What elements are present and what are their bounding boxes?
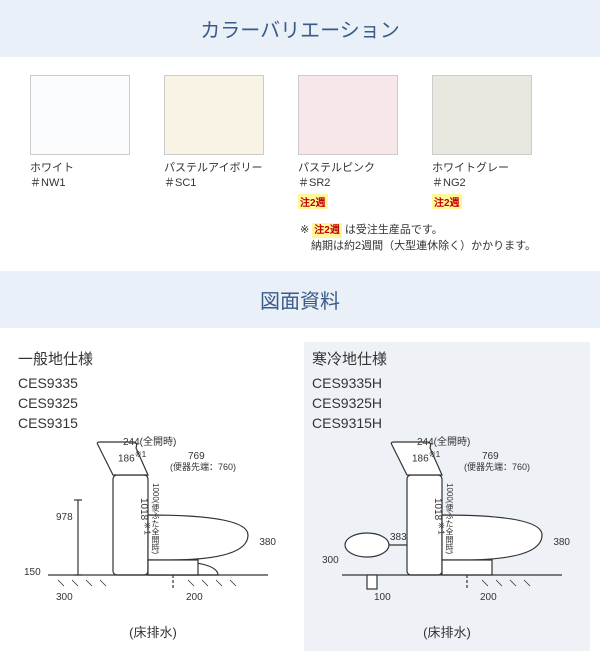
swatch-box-ivory: [164, 75, 264, 155]
swatch-name: ホワイトグレー: [432, 161, 542, 176]
dim-244: 244(全開時): [123, 438, 176, 448]
model-code: CES9325H: [312, 393, 582, 413]
model-code: CES9325: [18, 393, 288, 413]
legend-line1: は受注生産品です。: [342, 224, 443, 236]
model-code: CES9335H: [312, 373, 582, 393]
section-header-colors: カラーバリエーション: [0, 0, 600, 57]
drawing-general: 一般地仕様 CES9335 CES9325 CES9315: [10, 342, 296, 651]
dim-186: 186※1: [412, 450, 440, 464]
swatch-row: ホワイト ＃NW1 パステルアイボリー ＃SC1 パステルピンク ＃SR2 注2…: [0, 57, 600, 217]
swatch-name: パステルアイボリー: [164, 161, 274, 176]
swatch-box-white: [30, 75, 130, 155]
drawings-row: 一般地仕様 CES9335 CES9325 CES9315: [0, 328, 600, 661]
swatch-item: パステルアイボリー ＃SC1: [164, 75, 274, 192]
swatch-name: ホワイト: [30, 161, 140, 176]
dim-978: 978: [56, 513, 73, 523]
swatch-code: ＃SR2: [298, 176, 408, 191]
swatch-item: ホワイト ＃NW1: [30, 75, 140, 192]
dim-769sub: (便器先端：760): [464, 463, 530, 472]
model-list-general: CES9335 CES9325 CES9315: [18, 373, 288, 434]
legend-text: ※ 注2週 は受注生産品です。 納期は約2週間（大型連休除く）かかります。: [300, 217, 600, 271]
model-code: CES9335: [18, 373, 288, 393]
diagram-general: 244(全開時) 186※1 769 (便器先端：760) 978 1018※1…: [18, 438, 288, 628]
spec-title-general: 一般地仕様: [18, 348, 288, 369]
legend-line2: 納期は約2週間（大型連休除く）かかります。: [300, 240, 536, 252]
dim-380: 380: [259, 538, 276, 548]
dim-150: 150: [24, 568, 41, 578]
dim-769: 769: [188, 452, 205, 462]
dim-186: 186※1: [118, 450, 146, 464]
swatch-name: パステルピンク: [298, 161, 408, 176]
dim-300: 300: [322, 556, 339, 566]
dim-1018: 1018※1: [138, 498, 151, 535]
dim-200: 200: [186, 593, 203, 603]
dim-244: 244(全開時): [417, 438, 470, 448]
legend-prefix: ※: [300, 224, 312, 236]
dim-1000: 1000(便ふた全開時): [151, 483, 159, 554]
dim-769sub: (便器先端：760): [170, 463, 236, 472]
dim-769: 769: [482, 452, 499, 462]
swatch-box-pink: [298, 75, 398, 155]
dim-100: 100: [374, 593, 391, 603]
note-badge: 注2週: [432, 194, 462, 209]
dim-383: 383: [390, 533, 407, 543]
model-code: CES9315H: [312, 413, 582, 433]
note-badge: 注2週: [298, 194, 328, 209]
swatch-code: ＃NG2: [432, 176, 542, 191]
swatch-code: ＃SC1: [164, 176, 274, 191]
swatch-item: ホワイトグレー ＃NG2 注2週: [432, 75, 542, 211]
section-header-drawings: 図面資料: [0, 271, 600, 328]
model-list-cold: CES9335H CES9325H CES9315H: [312, 373, 582, 434]
diagram-cold: 244(全開時) 186※1 769 (便器先端：760) 1018※1 100…: [312, 438, 582, 628]
dim-300: 300: [56, 593, 73, 603]
dim-1018: 1018※1: [432, 498, 445, 535]
swatch-item: パステルピンク ＃SR2 注2週: [298, 75, 408, 211]
model-code: CES9315: [18, 413, 288, 433]
drawing-cold: 寒冷地仕様 CES9335H CES9325H CES9315H: [304, 342, 590, 651]
spec-title-cold: 寒冷地仕様: [312, 348, 582, 369]
dim-1000: 1000(便ふた全開時): [445, 483, 453, 554]
swatch-code: ＃NW1: [30, 176, 140, 191]
dim-200: 200: [480, 593, 497, 603]
note-badge: 注2週: [312, 223, 342, 238]
swatch-box-grey: [432, 75, 532, 155]
dim-380: 380: [553, 538, 570, 548]
